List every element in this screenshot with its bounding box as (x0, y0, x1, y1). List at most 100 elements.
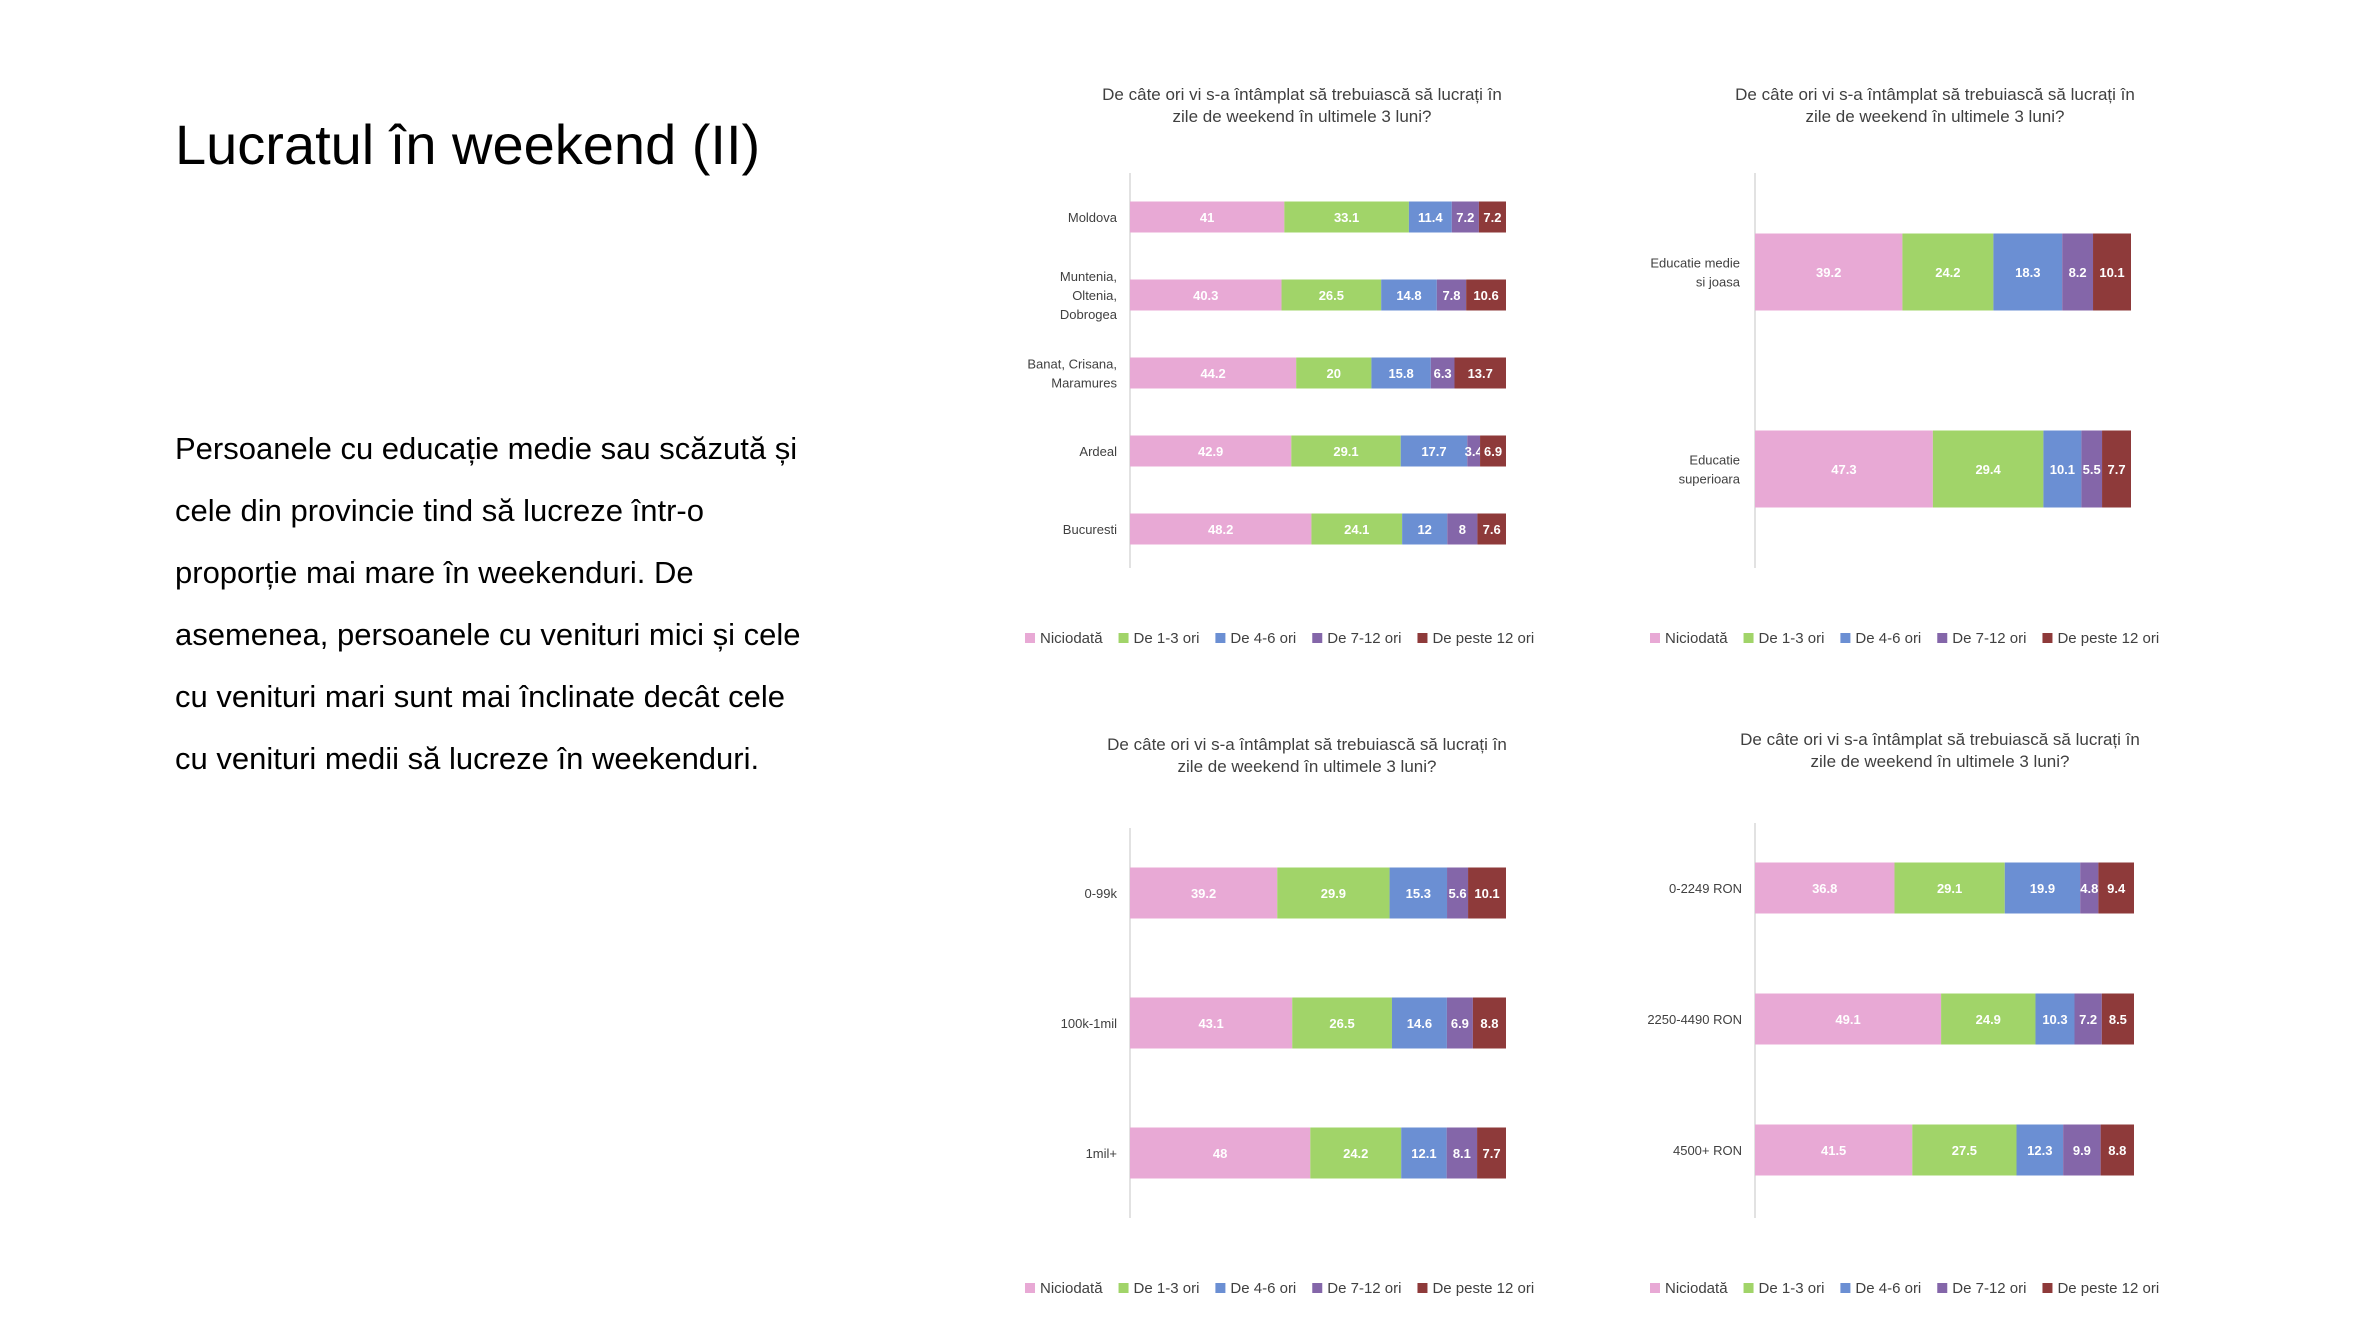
data-label: 9.4 (2107, 881, 2126, 896)
legend-label: Niciodată (1040, 1280, 1103, 1297)
bar-segment (2102, 430, 2131, 508)
bar-segment (2043, 430, 2082, 508)
bar-segment (1391, 997, 1447, 1049)
legend-swatch (1215, 1283, 1226, 1293)
data-label: 49.1 (1835, 1012, 1860, 1027)
bar-segment (1467, 435, 1481, 467)
data-label: 10.3 (2042, 1012, 2067, 1027)
bar-segment (2093, 233, 2131, 311)
category-label: Moldova (1068, 210, 1118, 225)
legend-label: Niciodată (1665, 630, 1728, 647)
data-label: 26.5 (1329, 1016, 1354, 1031)
category-label: Oltenia, (1072, 288, 1117, 303)
data-label: 29.1 (1333, 444, 1358, 459)
slide-body-text: Persoanele cu educație medie sau scăzută… (175, 418, 875, 790)
legend-label: Niciodată (1665, 1280, 1728, 1297)
data-label: 40.3 (1193, 288, 1218, 303)
chart-title: De câte ori vi s-a întâmplat să trebuias… (1735, 85, 2135, 104)
category-label: 2250-4490 RON (1647, 1012, 1742, 1027)
data-label: 27.5 (1952, 1143, 1977, 1158)
legend-swatch (1417, 1283, 1428, 1293)
legend-swatch (1937, 633, 1948, 643)
legend-swatch (1743, 633, 1754, 643)
data-label: 29.9 (1321, 886, 1346, 901)
data-label: 39.2 (1816, 265, 1841, 280)
bar-segment (1446, 997, 1473, 1049)
body-line: proporție mai mare în weekenduri. De (175, 555, 694, 590)
bar-segment (1902, 233, 1994, 311)
legend-label: De 7-12 ori (1327, 630, 1401, 647)
bar-segment (1755, 862, 1895, 914)
bar-segment (1993, 233, 2063, 311)
bar-segment (1277, 867, 1390, 919)
bar-segment (1447, 513, 1478, 545)
category-label: Bucuresti (1063, 522, 1117, 537)
data-label: 8.2 (2069, 265, 2087, 280)
category-label: Dobrogea (1060, 307, 1118, 322)
bar-segment (1472, 997, 1506, 1049)
bar-segment (1296, 357, 1372, 389)
bar-segment (1292, 997, 1392, 1049)
legend-label: De peste 12 ori (1432, 1280, 1534, 1297)
chart-title: zile de weekend în ultimele 3 luni? (1178, 757, 1437, 776)
bar-segment (2080, 862, 2099, 914)
category-label: 0-99k (1084, 886, 1117, 901)
data-label: 7.8 (1442, 288, 1460, 303)
data-label: 18.3 (2015, 265, 2040, 280)
data-label: 14.8 (1396, 288, 1421, 303)
data-label: 6.9 (1484, 444, 1502, 459)
bar-segment (2074, 993, 2102, 1045)
data-label: 6.3 (1434, 366, 1452, 381)
data-label: 48 (1213, 1146, 1227, 1161)
bar-segment (1446, 1127, 1478, 1179)
category-label: 0-2249 RON (1669, 881, 1742, 896)
bar-segment (1755, 233, 1903, 311)
chart-education: De câte ori vi s-a întâmplat să trebuias… (1650, 85, 2159, 647)
legend-swatch (1937, 1283, 1948, 1293)
chart-title: De câte ori vi s-a întâmplat să trebuias… (1102, 85, 1502, 104)
legend-swatch (1312, 1283, 1323, 1293)
body-line: Persoanele cu educație medie sau scăzută… (175, 431, 798, 466)
bar-segment (2062, 233, 2094, 311)
data-label: 39.2 (1191, 886, 1216, 901)
legend-swatch (1215, 633, 1226, 643)
data-label: 15.8 (1388, 366, 1413, 381)
chart-title: De câte ori vi s-a întâmplat să trebuias… (1107, 735, 1507, 754)
category-label: Ardeal (1079, 444, 1117, 459)
legend-label: De 4-6 ori (1230, 630, 1296, 647)
data-label: 10.1 (2050, 462, 2075, 477)
legend-label: De 7-12 ori (1952, 630, 2026, 647)
data-label: 13.7 (1468, 366, 1493, 381)
chart-region: De câte ori vi s-a întâmplat să trebuias… (1025, 85, 1534, 647)
category-label: Maramures (1051, 376, 1117, 391)
bar-segment (2063, 1124, 2101, 1176)
category-label: Banat, Crisana, (1027, 357, 1117, 372)
legend-label: De 4-6 ori (1855, 630, 1921, 647)
bar-segment (1130, 997, 1293, 1049)
legend-label: De 1-3 ori (1759, 1280, 1825, 1297)
bar-segment (1454, 357, 1506, 389)
bar-segment (2004, 862, 2081, 914)
bar-segment (1381, 279, 1437, 311)
bar-segment (1755, 1124, 1913, 1176)
legend-swatch (1118, 1283, 1129, 1293)
legend-swatch (1650, 1283, 1660, 1293)
bar-segment (1932, 430, 2044, 508)
bar-segment (1436, 279, 1467, 311)
data-label: 7.6 (1483, 522, 1501, 537)
legend-swatch (1025, 1283, 1035, 1293)
data-label: 24.9 (1976, 1012, 2001, 1027)
bar-segment (1447, 867, 1469, 919)
data-label: 20 (1327, 366, 1341, 381)
legend-label: De 7-12 ori (1327, 1280, 1401, 1297)
data-label: 15.3 (1406, 886, 1431, 901)
data-label: 17.7 (1421, 444, 1446, 459)
legend-swatch (1118, 633, 1129, 643)
bar-segment (1284, 201, 1409, 233)
bar-segment (1478, 201, 1506, 233)
bar-segment (1466, 279, 1506, 311)
category-label: si joasa (1696, 275, 1741, 290)
data-label: 10.6 (1473, 288, 1498, 303)
legend-swatch (1025, 633, 1035, 643)
data-label: 9.9 (2073, 1143, 2091, 1158)
